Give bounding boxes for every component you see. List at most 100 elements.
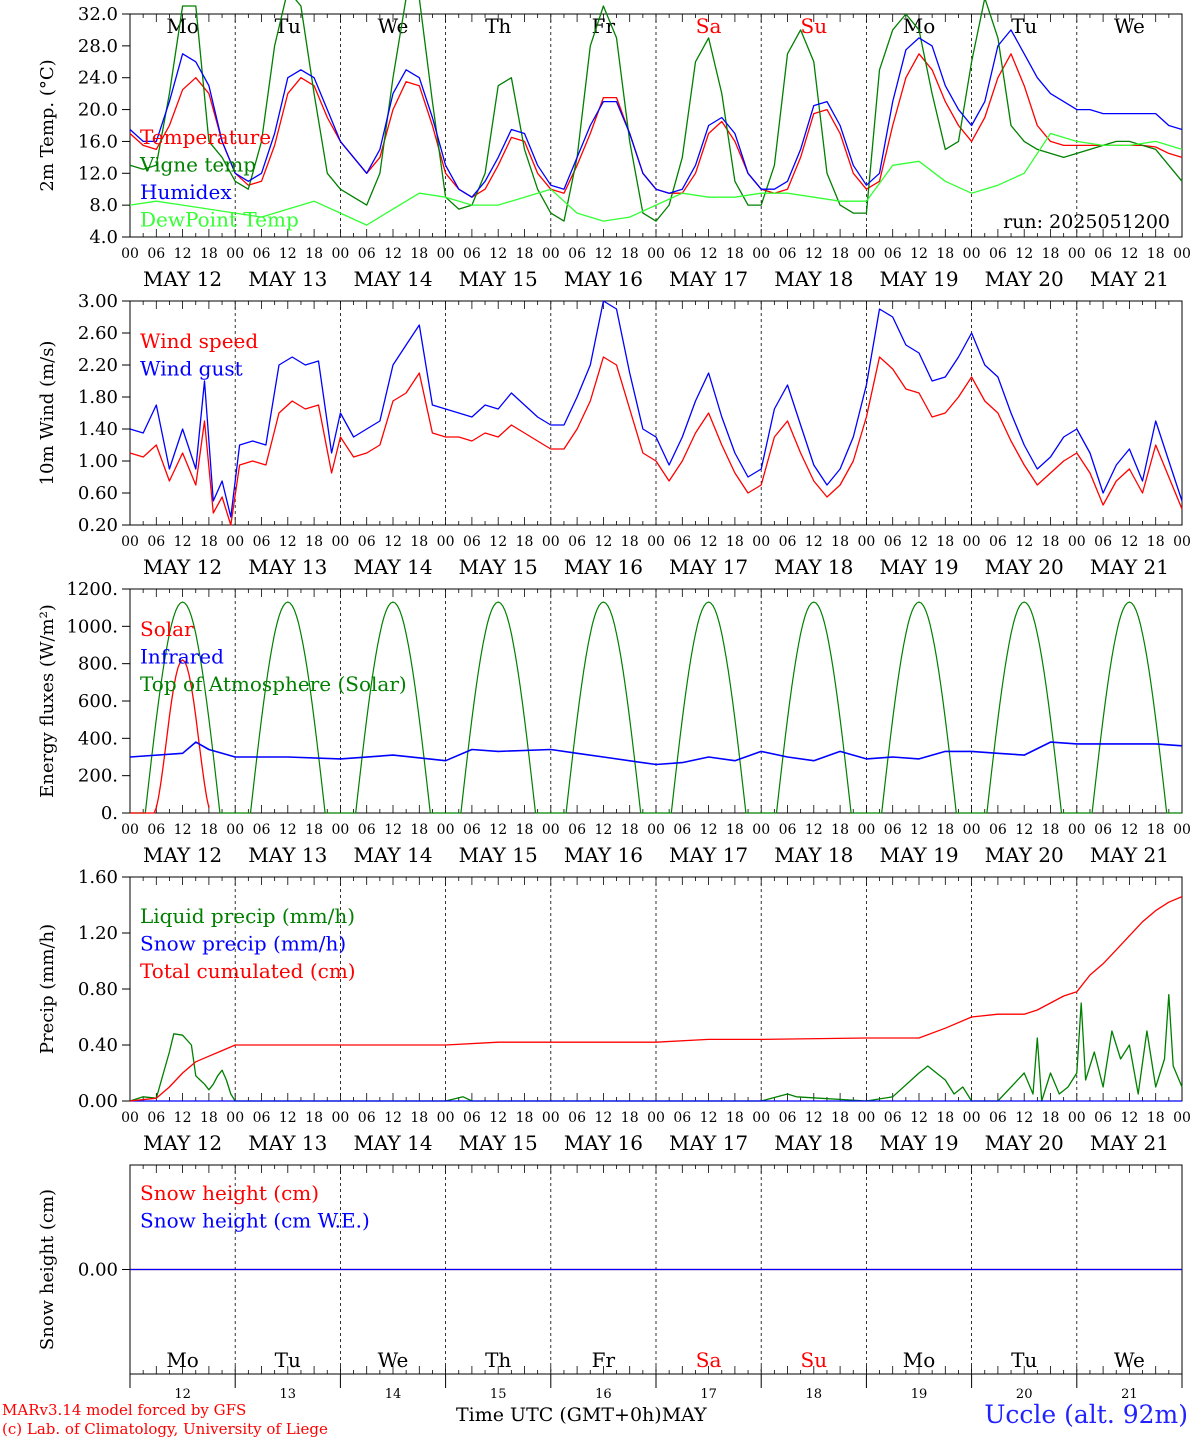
x-hour-label: 06 <box>358 534 376 550</box>
x-hour-label: 00 <box>331 534 349 550</box>
x-hour-label: 00 <box>752 1110 770 1126</box>
y-tick-label: 1200. <box>66 579 118 600</box>
x-hour-label: 06 <box>673 534 691 550</box>
x-hour-label: 12 <box>1015 246 1033 262</box>
x-hour-label: 12 <box>489 822 507 838</box>
x-hour-label: 18 <box>936 534 954 550</box>
time-axis-title: Time UTC (GMT+0h)MAY <box>456 1404 707 1426</box>
x-hour-label: 06 <box>989 822 1007 838</box>
y-axis-label: Precip (mm/h) <box>37 924 58 1054</box>
x-hour-label: 12 <box>489 246 507 262</box>
x-day-label: MAY 19 <box>879 843 958 867</box>
weekday-label: Mo <box>903 1348 936 1372</box>
x-hour-label: 00 <box>647 822 665 838</box>
x-hour-label: 12 <box>805 1110 823 1126</box>
x-hour-label: 18 <box>726 246 744 262</box>
x-hour-label: 18 <box>410 822 428 838</box>
x-hour-label: 06 <box>779 246 797 262</box>
x-hour-label: 00 <box>963 246 981 262</box>
y-axis-label: Snow height (cm) <box>37 1189 58 1350</box>
y-axis-label: 2m Temp. (°C) <box>37 59 58 191</box>
x-hour-label: 06 <box>463 534 481 550</box>
y-tick-label: 1.20 <box>78 923 118 944</box>
x-hour-label: 12 <box>805 822 823 838</box>
x-day-label: MAY 21 <box>1090 1131 1169 1155</box>
x-hour-label: 00 <box>542 534 560 550</box>
x-hour-label: 00 <box>121 1110 139 1126</box>
x-hour-label: 00 <box>226 534 244 550</box>
x-hour-label: 12 <box>384 534 402 550</box>
x-hour-label: 18 <box>1042 534 1060 550</box>
x-hour-label: 18 <box>1042 822 1060 838</box>
x-hour-label: 06 <box>884 534 902 550</box>
x-day-label: MAY 20 <box>985 843 1064 867</box>
x-hour-label: 12 <box>174 534 192 550</box>
panel-4: 0.00 0.40 0.80 1.20 1.60 Precip (mm/h) 00 06 12 1… <box>37 867 1191 1155</box>
y-tick-label: 1.60 <box>78 867 118 888</box>
day-number-label: 19 <box>911 1387 928 1402</box>
x-hour-label: 18 <box>1147 822 1165 838</box>
x-hour-label: 06 <box>673 1110 691 1126</box>
lab-credit: (c) Lab. of Climatology, University of L… <box>2 1420 328 1438</box>
x-hour-label: 12 <box>489 1110 507 1126</box>
x-hour-label: 00 <box>1173 1110 1191 1126</box>
x-hour-label: 00 <box>226 1110 244 1126</box>
x-hour-label: 06 <box>884 246 902 262</box>
x-hour-label: 06 <box>147 534 165 550</box>
y-tick-label: 0.80 <box>78 979 118 1000</box>
y-tick-label: 0.40 <box>78 1035 118 1056</box>
x-hour-label: 18 <box>1042 1110 1060 1126</box>
run-annotation: run: 2025051200 <box>1003 211 1170 233</box>
x-day-label: MAY 21 <box>1090 843 1169 867</box>
x-hour-label: 18 <box>305 246 323 262</box>
x-hour-label: 18 <box>200 246 218 262</box>
y-axis-label: Energy fluxes (W/m²) <box>37 604 58 798</box>
x-hour-label: 00 <box>437 534 455 550</box>
x-hour-label: 12 <box>805 534 823 550</box>
x-hour-label: 00 <box>226 822 244 838</box>
x-hour-label: 00 <box>1068 822 1086 838</box>
x-hour-label: 00 <box>1068 1110 1086 1126</box>
y-tick-label: 1.40 <box>78 419 118 440</box>
x-hour-label: 12 <box>594 1110 612 1126</box>
x-hour-label: 06 <box>253 822 271 838</box>
x-hour-label: 18 <box>410 246 428 262</box>
day-number-label: 16 <box>595 1387 612 1402</box>
x-hour-label: 12 <box>174 246 192 262</box>
x-day-label: MAY 21 <box>1090 267 1169 291</box>
x-day-label: MAY 20 <box>985 555 1064 579</box>
panel-2: 0.20 0.60 1.00 1.40 1.80 2.20 2.60 3.00 10m Wind… <box>37 291 1191 579</box>
x-hour-label: 18 <box>305 1110 323 1126</box>
x-hour-label: 00 <box>1173 822 1191 838</box>
legend-entry: Total cumulated (cm) <box>140 959 356 983</box>
x-day-label: MAY 14 <box>353 843 432 867</box>
x-hour-label: 12 <box>910 822 928 838</box>
x-hour-label: 06 <box>1094 246 1112 262</box>
x-day-label: MAY 13 <box>248 555 327 579</box>
x-hour-label: 06 <box>673 246 691 262</box>
x-hour-label: 00 <box>752 534 770 550</box>
x-hour-label: 00 <box>963 534 981 550</box>
x-hour-label: 06 <box>568 1110 586 1126</box>
x-hour-label: 12 <box>279 246 297 262</box>
x-hour-label: 06 <box>989 246 1007 262</box>
series-solar-line <box>130 659 210 814</box>
x-day-label: MAY 12 <box>143 267 222 291</box>
x-hour-label: 18 <box>200 534 218 550</box>
x-hour-label: 00 <box>437 822 455 838</box>
y-tick-label: 32.0 <box>78 4 118 25</box>
x-day-label: MAY 18 <box>774 1131 853 1155</box>
x-hour-label: 06 <box>253 534 271 550</box>
x-hour-label: 18 <box>516 246 534 262</box>
x-day-label: MAY 15 <box>459 843 538 867</box>
x-hour-label: 12 <box>174 1110 192 1126</box>
y-tick-label: 600. <box>78 691 118 712</box>
x-hour-label: 06 <box>463 246 481 262</box>
weekday-label: Sa <box>696 1348 722 1372</box>
weekday-label: Tu <box>275 14 301 38</box>
weekday-label: Th <box>485 1348 511 1372</box>
y-tick-label: 4.0 <box>89 227 118 248</box>
x-hour-label: 00 <box>331 246 349 262</box>
x-hour-label: 00 <box>542 822 560 838</box>
